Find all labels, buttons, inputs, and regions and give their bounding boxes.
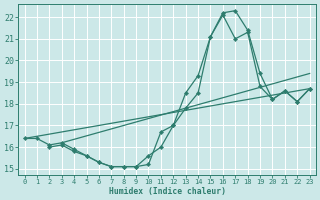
X-axis label: Humidex (Indice chaleur): Humidex (Indice chaleur) xyxy=(108,187,226,196)
